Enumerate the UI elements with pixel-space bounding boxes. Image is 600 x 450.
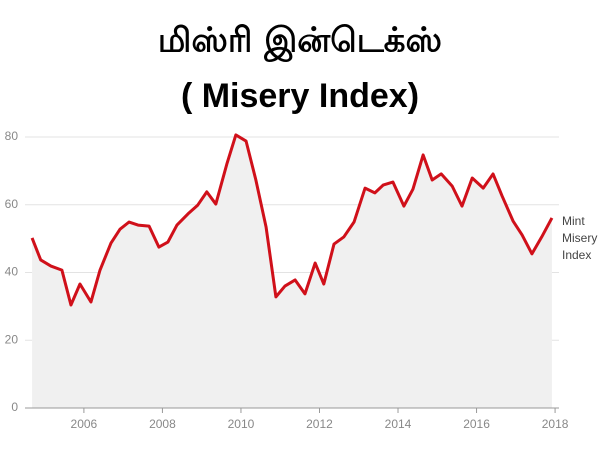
legend-label: Mint Misery Index: [562, 214, 598, 262]
x-tick-label: 2008: [149, 417, 176, 431]
line: [30, 133, 554, 307]
chart-subtitle: ( Misery Index): [181, 77, 419, 115]
x-tick-label: 2010: [228, 417, 255, 431]
y-tick-label: 80: [5, 129, 19, 143]
y-tick-label: 60: [5, 197, 19, 211]
y-tick-label: 0: [11, 400, 18, 414]
x-tick-label: 2012: [306, 417, 333, 431]
chart-title: மிஸ்ரி இன்டெக்ஸ்: [158, 21, 442, 63]
area: [32, 134, 552, 408]
y-tick-label: 20: [5, 332, 19, 346]
x-tick-label: 2014: [385, 417, 412, 431]
y-tick-label: 40: [5, 265, 19, 279]
x-tick-label: 2018: [542, 417, 569, 431]
x-tick-label: 2006: [71, 417, 98, 431]
x-tick-label: 2016: [463, 417, 490, 431]
